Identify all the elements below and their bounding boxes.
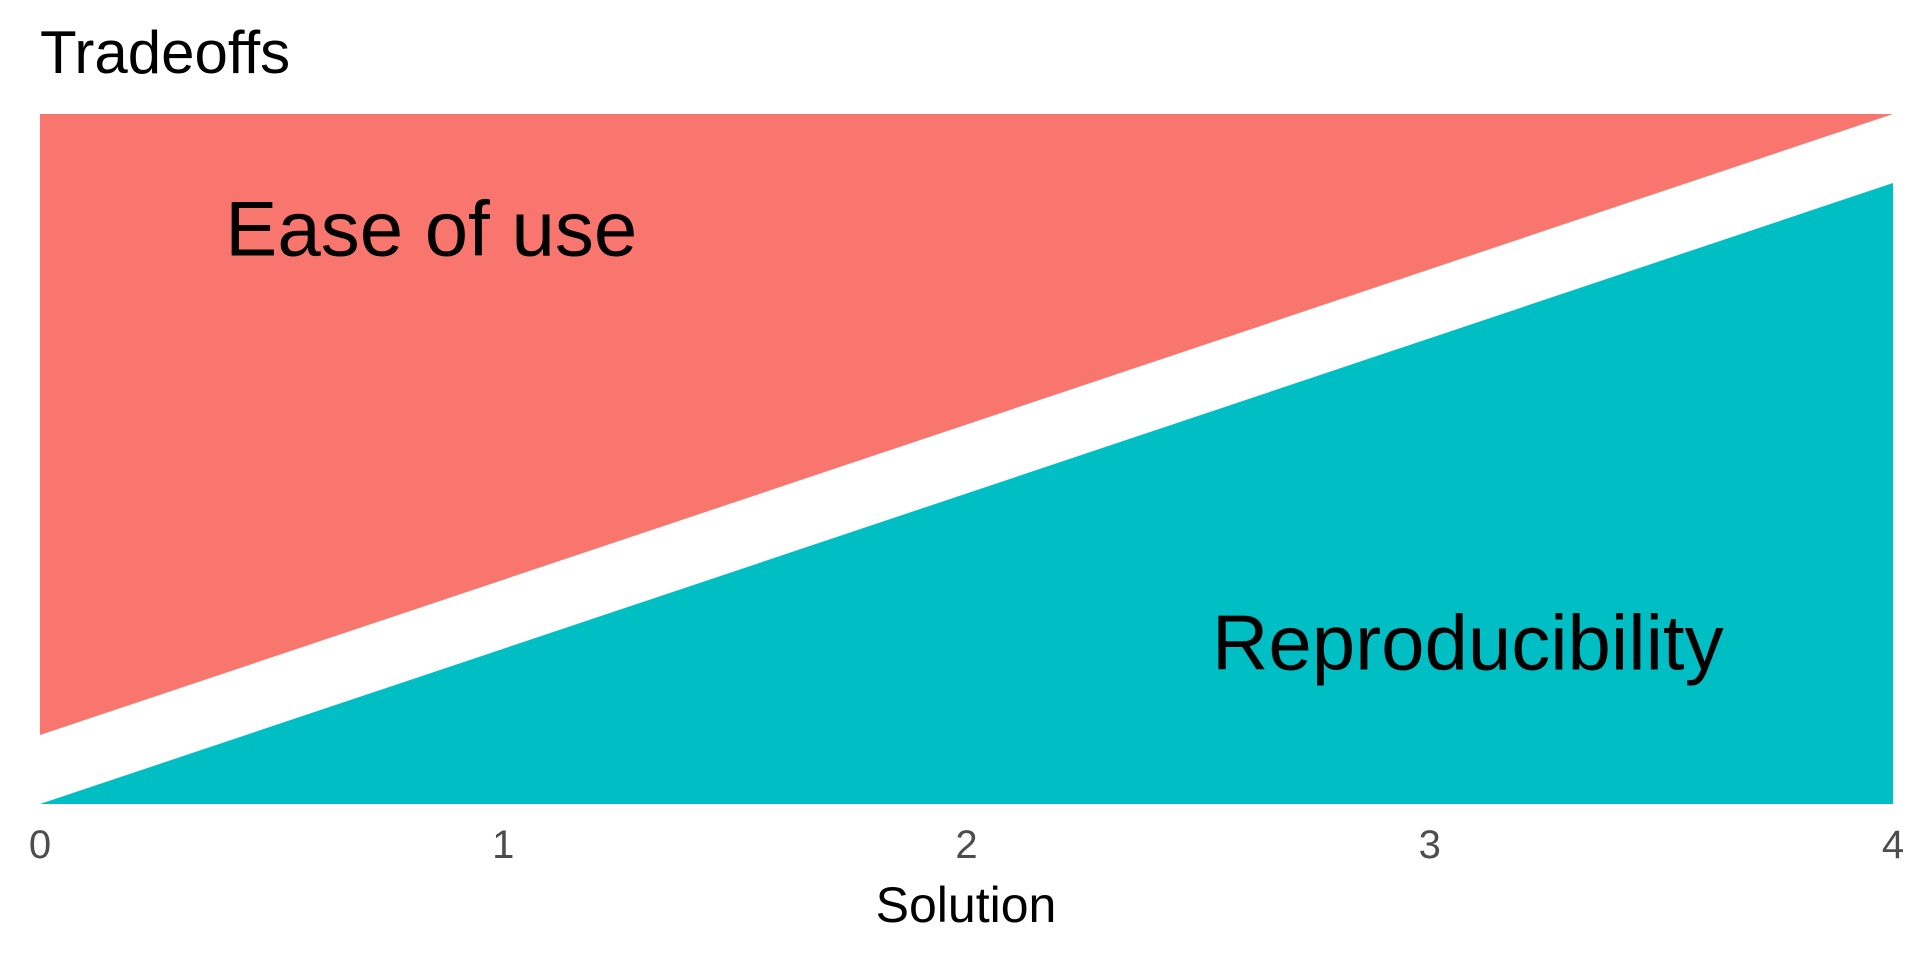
area-reproducibility — [40, 183, 1893, 804]
annotation-reproducibility: Reproducibility — [1212, 599, 1724, 687]
x-tick-label: 3 — [1419, 823, 1441, 867]
x-axis-ticks: 0 1 2 3 4 — [29, 823, 1904, 867]
chart-title: Tradeoffs — [40, 19, 290, 86]
area-ease-of-use — [40, 114, 1893, 735]
x-tick-label: 4 — [1882, 823, 1904, 867]
plot-areas — [40, 114, 1893, 804]
x-tick-label: 0 — [29, 823, 51, 867]
x-axis-title: Solution — [876, 877, 1057, 933]
annotation-ease-of-use: Ease of use — [225, 184, 637, 272]
x-tick-label: 2 — [955, 823, 977, 867]
area-annotations: Ease of use Reproducibility — [225, 184, 1723, 686]
x-tick-label: 1 — [492, 823, 514, 867]
